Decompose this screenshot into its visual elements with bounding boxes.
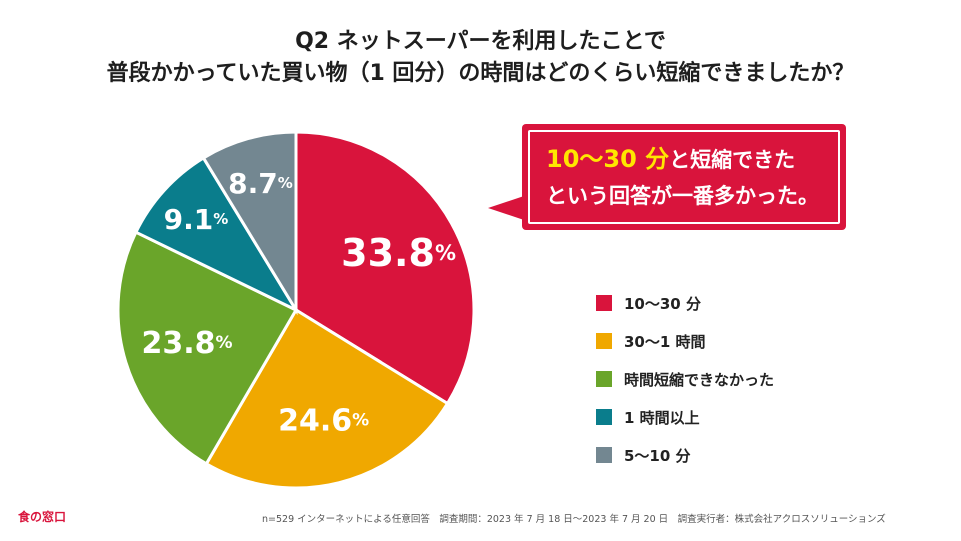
callout-box: 10〜30 分と短縮できた という回答が一番多かった。 xyxy=(522,124,846,230)
slice-value-label: 24.6% xyxy=(278,403,369,438)
callout-line2: という回答が一番多かった。 xyxy=(546,183,819,208)
callout-line1: 10〜30 分と短縮できた xyxy=(546,141,838,178)
pie-slice xyxy=(116,230,299,466)
legend-swatch xyxy=(596,409,612,425)
callout-tail xyxy=(488,196,524,220)
legend-label: 時間短縮できなかった xyxy=(624,370,775,389)
legend-swatch xyxy=(596,447,612,463)
slice-value-label: 23.8% xyxy=(141,326,232,361)
legend: 10〜30 分 30〜1 時間 時間短縮できなかった 1 時間以上 5〜10 分 xyxy=(596,284,774,474)
callout-highlight: 10〜30 分 xyxy=(546,144,670,173)
legend-swatch xyxy=(596,333,612,349)
legend-label: 5〜10 分 xyxy=(624,446,691,465)
pie-slice xyxy=(133,155,300,314)
legend-item: 30〜1 時間 xyxy=(596,322,774,360)
legend-label: 30〜1 時間 xyxy=(624,332,706,351)
brand-logo: 食の窓口 xyxy=(18,510,67,524)
legend-item: 1 時間以上 xyxy=(596,398,774,436)
legend-swatch xyxy=(596,295,612,311)
pie-slice xyxy=(201,130,298,316)
slice-value-label: 8.7% xyxy=(228,167,293,200)
callout-line1-rest: と短縮できた xyxy=(669,147,796,172)
legend-swatch xyxy=(596,371,612,387)
survey-footnote: n=529 インターネットによる任意回答 調査期間：2023 年 7 月 18 … xyxy=(262,514,886,525)
legend-item: 10〜30 分 xyxy=(596,284,774,322)
chart-title-line1: Q2 ネットスーパーを利用したことで xyxy=(295,29,666,54)
slice-value-label: 9.1% xyxy=(164,202,229,235)
pie-slice xyxy=(204,307,450,490)
chart-title-line2: 普段かかっていた買い物（1 回分）の時間はどのくらい短縮できましたか？ xyxy=(106,61,855,86)
slice-value-label: 33.8% xyxy=(341,231,456,275)
legend-label: 1 時間以上 xyxy=(624,408,700,427)
pie-slice xyxy=(294,130,476,406)
legend-item: 5〜10 分 xyxy=(596,436,774,474)
legend-item: 時間短縮できなかった xyxy=(596,360,774,398)
legend-label: 10〜30 分 xyxy=(624,294,701,313)
